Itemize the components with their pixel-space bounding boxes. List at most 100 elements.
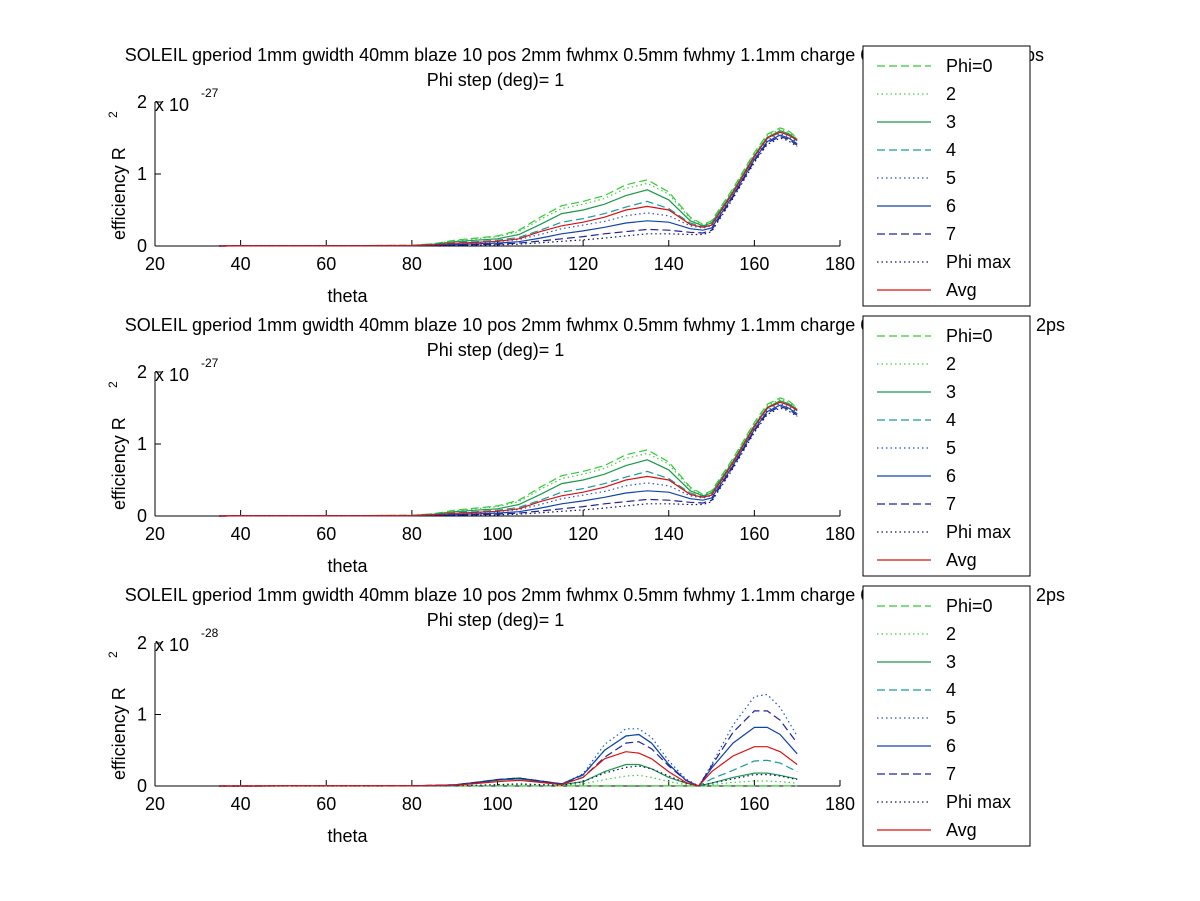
legend: Phi=0 2 3 4 5 6 7 Phi max Avg <box>862 315 1031 577</box>
x-axis-label: theta <box>327 286 368 306</box>
legend-entry: 4 <box>946 410 956 430</box>
x-tick-label: 20 <box>145 254 165 274</box>
legend: Phi=0 2 3 4 5 6 7 Phi max Avg <box>862 585 1031 847</box>
x-tick-label: 60 <box>316 794 336 814</box>
x-tick-label: 80 <box>402 254 422 274</box>
legend-entry: Phi max <box>946 522 1011 542</box>
legend-entry: 6 <box>946 466 956 486</box>
chart-subtitle: Phi step (deg)= 1 <box>427 340 565 360</box>
x-tick-label: 100 <box>482 254 512 274</box>
y-scale-factor: x 10 <box>155 635 189 655</box>
legend-entry: Avg <box>946 280 977 300</box>
y-axis-label: efficiency R <box>109 417 129 510</box>
legend-entry: 3 <box>946 652 956 672</box>
series-line-6 <box>219 726 798 787</box>
series-line-5 <box>219 403 798 517</box>
x-tick-label: 20 <box>145 794 165 814</box>
y-scale-factor: x 10 <box>155 365 189 385</box>
x-axis-label: theta <box>327 556 368 576</box>
series-line-7 <box>219 405 798 517</box>
legend-entry: 5 <box>946 708 956 728</box>
y-tick-label: 2 <box>137 92 147 112</box>
chart-title: SOLEIL gperiod 1mm gwidth 40mm blaze 10 … <box>125 45 871 65</box>
chart-title-tail: 2ps <box>1036 315 1065 335</box>
series-line-7 <box>219 710 798 787</box>
legend-entry: Avg <box>946 820 977 840</box>
legend: Phi=0 2 3 4 5 6 7 Phi max Avg <box>862 45 1031 307</box>
x-tick-label: 80 <box>402 524 422 544</box>
x-tick-label: 180 <box>825 254 855 274</box>
y-tick-label: 1 <box>137 705 147 725</box>
y-axis-label-exponent: 2 <box>106 381 120 388</box>
y-axis-label-group: efficiency R 2 <box>106 651 129 780</box>
chart-subtitle: Phi step (deg)= 1 <box>427 70 565 90</box>
y-scale-factor: x 10 <box>155 95 189 115</box>
x-tick-label: 40 <box>231 524 251 544</box>
series-line-5 <box>219 133 798 247</box>
legend-entry: Phi=0 <box>946 56 993 76</box>
legend-box <box>862 585 1031 847</box>
y-axis-label: efficiency R <box>109 147 129 240</box>
series-line-9 <box>219 131 798 247</box>
series-line-1 <box>219 397 798 517</box>
y-axis-label-exponent: 2 <box>106 651 120 658</box>
series-line-8 <box>219 137 798 247</box>
y-tick-label: 0 <box>137 506 147 526</box>
legend-entry: 2 <box>946 84 956 104</box>
y-axis-label-exponent: 2 <box>106 111 120 118</box>
series-line-4 <box>219 401 798 517</box>
x-tick-label: 80 <box>402 794 422 814</box>
y-tick-label: 0 <box>137 776 147 796</box>
x-tick-label: 140 <box>654 254 684 274</box>
chart-title: SOLEIL gperiod 1mm gwidth 40mm blaze 10 … <box>125 585 871 605</box>
legend-entry: Phi max <box>946 252 1011 272</box>
x-axis-label: theta <box>327 826 368 846</box>
x-tick-label: 140 <box>654 794 684 814</box>
legend-entry: 3 <box>946 112 956 132</box>
series-line-7 <box>219 135 798 247</box>
x-tick-label: 180 <box>825 524 855 544</box>
legend-entry: 6 <box>946 736 956 756</box>
series-line-9 <box>219 401 798 517</box>
series-line-2 <box>219 774 798 787</box>
series-line-4 <box>219 131 798 247</box>
x-tick-label: 100 <box>482 794 512 814</box>
legend-entry: 7 <box>946 494 956 514</box>
x-tick-label: 60 <box>316 524 336 544</box>
legend-box <box>862 315 1031 577</box>
legend-entry: 2 <box>946 624 956 644</box>
y-scale-exponent: -27 <box>201 356 219 370</box>
y-axis-label: efficiency R <box>109 687 129 780</box>
x-tick-label: 160 <box>739 524 769 544</box>
legend-entry: 5 <box>946 168 956 188</box>
series-line-2 <box>219 128 798 247</box>
legend-entry: 4 <box>946 140 956 160</box>
y-scale-exponent: -28 <box>201 626 219 640</box>
x-tick-label: 60 <box>316 254 336 274</box>
x-tick-label: 180 <box>825 794 855 814</box>
y-tick-label: 2 <box>137 362 147 382</box>
legend-box <box>862 45 1031 307</box>
legend-entry: 5 <box>946 438 956 458</box>
chart-title-tail: 2ps <box>1036 585 1065 605</box>
legend-entry: Phi max <box>946 792 1011 812</box>
series-line-9 <box>219 746 798 787</box>
y-scale-exponent: -27 <box>201 86 219 100</box>
y-axis-label-group: efficiency R 2 <box>106 111 129 240</box>
y-tick-label: 2 <box>137 633 147 653</box>
legend-entry: 3 <box>946 382 956 402</box>
series-line-6 <box>219 134 798 247</box>
subplot-2: SOLEIL gperiod 1mm gwidth 40mm blaze 10 … <box>106 315 1065 577</box>
y-axis-label-group: efficiency R 2 <box>106 381 129 510</box>
series-line-6 <box>219 404 798 517</box>
subplot-3: SOLEIL gperiod 1mm gwidth 40mm blaze 10 … <box>106 585 1065 847</box>
legend-entry: Phi=0 <box>946 326 993 346</box>
legend-entry: Avg <box>946 550 977 570</box>
subplot-1: SOLEIL gperiod 1mm gwidth 40mm blaze 10 … <box>106 45 1044 307</box>
y-tick-label: 0 <box>137 236 147 256</box>
legend-entry: Phi=0 <box>946 596 993 616</box>
series-line-8 <box>219 407 798 517</box>
series-line-2 <box>219 398 798 517</box>
series-line-1 <box>219 127 798 247</box>
